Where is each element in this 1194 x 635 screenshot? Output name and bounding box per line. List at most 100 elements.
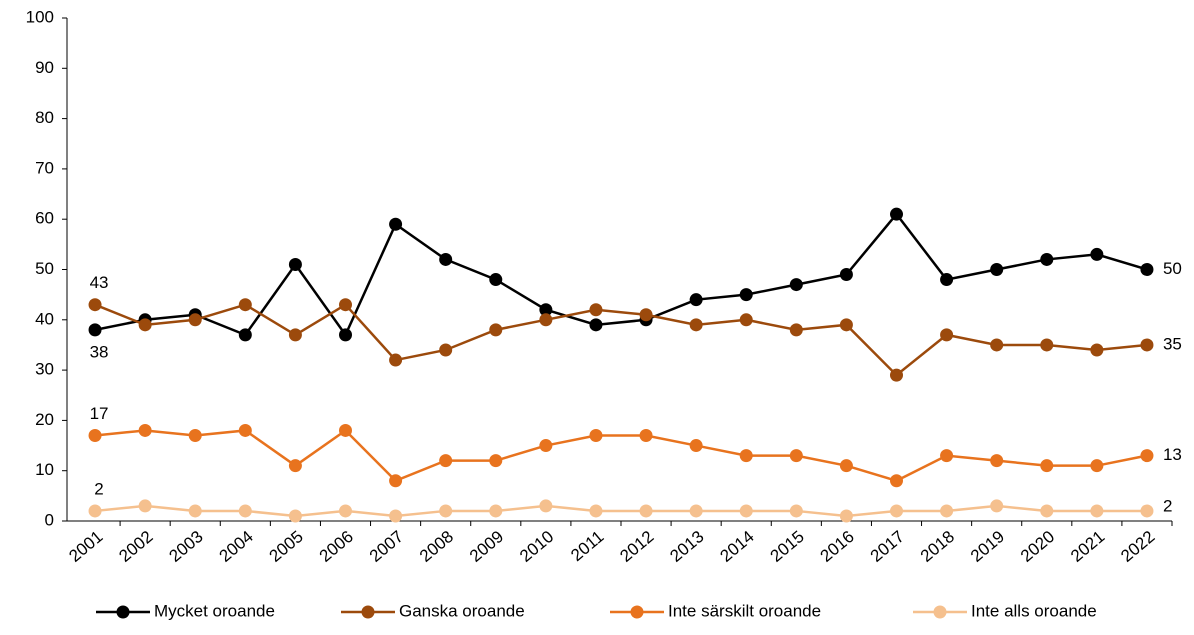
point xyxy=(689,318,703,332)
point xyxy=(739,288,753,302)
point xyxy=(739,504,753,518)
point xyxy=(839,459,853,473)
y-tick-label: 70 xyxy=(35,158,54,177)
x-tick-label: 2022 xyxy=(1117,527,1158,566)
point xyxy=(389,353,403,367)
point xyxy=(1140,338,1154,352)
point xyxy=(789,278,803,292)
point xyxy=(789,504,803,518)
point xyxy=(1090,247,1104,261)
point xyxy=(489,454,503,468)
point xyxy=(1040,459,1054,473)
point xyxy=(739,313,753,327)
x-tick-label: 2006 xyxy=(316,527,357,566)
point xyxy=(439,343,453,357)
point xyxy=(88,504,102,518)
data-label: 2 xyxy=(94,479,103,498)
point xyxy=(739,449,753,463)
point xyxy=(539,439,553,453)
point xyxy=(1140,263,1154,276)
x-tick-label: 2005 xyxy=(266,527,307,566)
y-tick-label: 40 xyxy=(35,309,54,328)
point xyxy=(890,504,903,518)
x-tick-label: 2020 xyxy=(1017,527,1058,566)
y-tick-label: 0 xyxy=(45,510,54,529)
point xyxy=(238,298,252,312)
point xyxy=(238,504,252,518)
x-tick-label: 2016 xyxy=(817,527,858,566)
point xyxy=(589,303,603,317)
x-tick-label: 2021 xyxy=(1067,527,1108,566)
point xyxy=(639,428,653,442)
point xyxy=(188,428,202,442)
point xyxy=(489,323,503,337)
point xyxy=(639,308,653,322)
point xyxy=(1090,504,1104,518)
point xyxy=(188,313,202,327)
point xyxy=(439,252,453,266)
x-tick-label: 2012 xyxy=(616,527,657,566)
point xyxy=(940,504,954,518)
point xyxy=(589,504,603,518)
point xyxy=(890,368,903,382)
point xyxy=(489,273,503,287)
legend-label: Ganska oroande xyxy=(399,601,525,620)
point xyxy=(138,423,152,437)
point xyxy=(839,268,853,282)
point xyxy=(489,504,503,518)
point xyxy=(288,257,302,271)
point xyxy=(990,263,1004,276)
point xyxy=(1040,338,1054,352)
y-tick-label: 10 xyxy=(35,460,54,479)
y-tick-label: 90 xyxy=(35,58,54,77)
y-tick-label: 20 xyxy=(35,410,54,429)
point xyxy=(339,328,352,342)
point xyxy=(1140,504,1154,518)
point xyxy=(539,303,553,317)
y-tick-label: 100 xyxy=(26,7,54,26)
data-label: 35 xyxy=(1163,334,1182,353)
point xyxy=(88,298,102,312)
legend-label: Mycket oroande xyxy=(154,601,275,620)
point xyxy=(1090,343,1104,357)
data-label: 43 xyxy=(90,273,109,292)
x-tick-label: 2004 xyxy=(216,527,257,566)
y-tick-label: 30 xyxy=(35,360,54,379)
point xyxy=(188,504,202,518)
point xyxy=(439,454,453,468)
point xyxy=(689,293,703,307)
point xyxy=(138,318,152,332)
x-tick-label: 2007 xyxy=(366,527,407,566)
legend-marker xyxy=(630,605,644,619)
point xyxy=(389,217,403,231)
point xyxy=(1040,504,1054,518)
point xyxy=(1140,449,1154,463)
x-tick-label: 2019 xyxy=(967,527,1008,566)
point xyxy=(439,504,453,518)
point xyxy=(339,504,352,518)
y-tick-label: 80 xyxy=(35,108,54,127)
point xyxy=(389,474,403,488)
point xyxy=(88,323,102,337)
legend-label: Inte alls oroande xyxy=(971,601,1097,620)
point xyxy=(789,449,803,463)
point xyxy=(940,273,954,287)
data-label: 50 xyxy=(1163,259,1182,278)
point xyxy=(689,439,703,453)
point xyxy=(990,338,1004,352)
point xyxy=(288,509,302,523)
data-label: 2 xyxy=(1163,496,1172,515)
y-tick-label: 60 xyxy=(35,209,54,228)
y-tick-label: 50 xyxy=(35,259,54,278)
x-tick-label: 2010 xyxy=(516,527,557,566)
point xyxy=(990,499,1004,513)
point xyxy=(88,428,102,442)
x-tick-label: 2017 xyxy=(867,527,908,566)
legend-marker xyxy=(361,605,375,619)
point xyxy=(890,474,903,488)
data-label: 13 xyxy=(1163,445,1182,464)
x-tick-label: 2014 xyxy=(716,527,757,566)
point xyxy=(940,328,954,342)
point xyxy=(589,428,603,442)
